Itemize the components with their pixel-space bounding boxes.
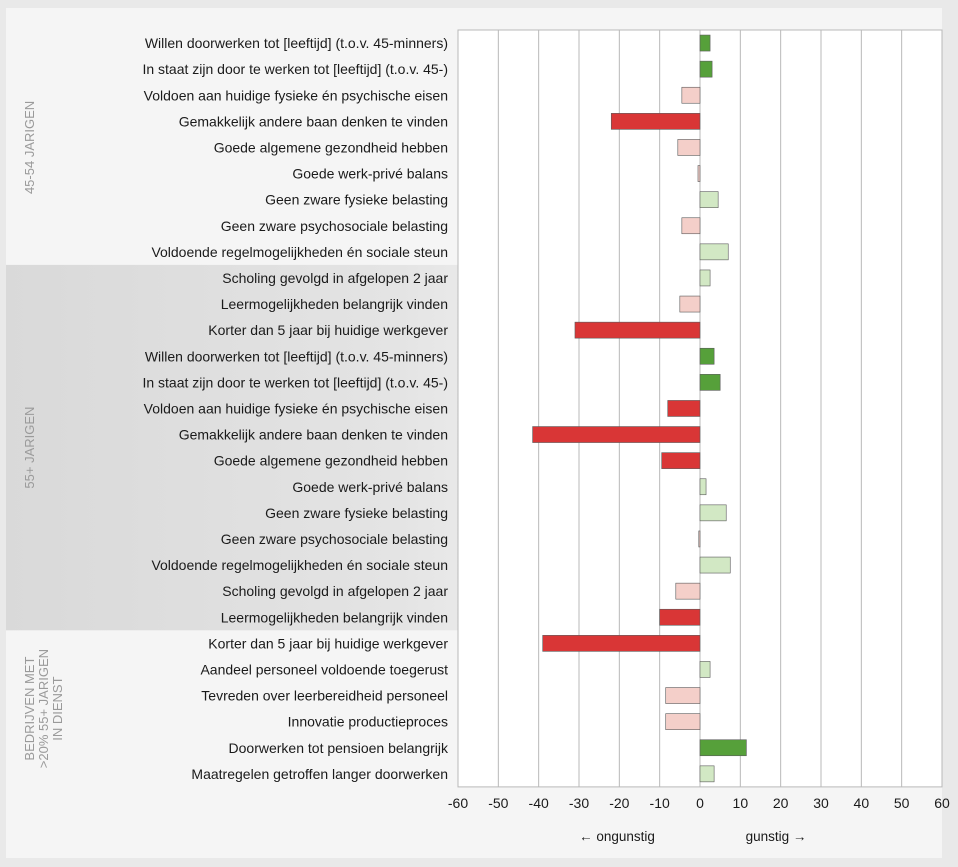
- category-label: Goede algemene gezondheid hebben: [214, 139, 448, 155]
- category-label: Aandeel personeel voldoende toegerust: [200, 661, 448, 677]
- bar: [699, 765, 715, 783]
- category-label: Goede werk-privé balans: [292, 166, 448, 182]
- x-tick-label: -50: [488, 795, 508, 811]
- category-label: Geen zware psychosociale belasting: [221, 531, 448, 547]
- group-label: 55+ JARIGEN: [22, 407, 37, 489]
- bar: [699, 347, 715, 365]
- x-tick-label: 50: [894, 795, 910, 811]
- bar: [699, 661, 711, 678]
- direction-label-positive: gunstig →: [746, 829, 807, 844]
- x-tick-label: 30: [813, 795, 829, 811]
- group-label: IN DIENST: [50, 676, 65, 740]
- bar: [699, 243, 729, 261]
- group-label: BEDRIJVEN MET: [22, 657, 37, 761]
- bar: [697, 165, 701, 182]
- category-label: Geen zware fysieke belasting: [265, 192, 448, 208]
- x-tick-label: 20: [773, 795, 789, 811]
- category-label: Gemakkelijk andere baan denken te vinden: [179, 427, 448, 443]
- bar: [679, 295, 701, 313]
- bar: [699, 60, 713, 78]
- bar: [610, 113, 701, 130]
- category-label: Voldoende regelmogelijkheden én sociale …: [151, 557, 448, 573]
- x-tick-label: -30: [569, 795, 589, 811]
- plot-border: [457, 29, 943, 788]
- category-label: Willen doorwerken tot [leeftijd] (t.o.v.…: [145, 348, 448, 364]
- bar: [698, 530, 701, 548]
- bar: [699, 504, 727, 522]
- bar: [675, 582, 701, 600]
- x-tick-label: -60: [448, 795, 468, 811]
- category-label: Innovatie productieproces: [288, 714, 448, 730]
- bar: [699, 34, 711, 52]
- direction-label-negative: ← ongunstig: [579, 829, 655, 844]
- category-label: Voldoen aan huidige fysieke én psychisch…: [144, 87, 448, 103]
- bar: [699, 478, 707, 496]
- bar: [574, 321, 701, 339]
- category-label: Leermogelijkheden belangrijk vinden: [221, 609, 448, 625]
- category-label: Leermogelijkheden belangrijk vinden: [221, 296, 448, 312]
- bar: [677, 139, 701, 156]
- group-label: 45-54 JARIGEN: [22, 101, 37, 194]
- category-label: Tevreden over leerbereidheid personeel: [201, 688, 448, 704]
- x-tick-label: -20: [609, 795, 629, 811]
- category-label: Voldoende regelmogelijkheden én sociale …: [151, 244, 448, 260]
- category-label: Goede algemene gezondheid hebben: [214, 453, 448, 469]
- bar: [659, 608, 701, 626]
- category-label: Voldoen aan huidige fysieke én psychisch…: [144, 400, 448, 416]
- x-tick-label: 40: [854, 795, 870, 811]
- bar: [699, 269, 711, 287]
- x-tick-label: 10: [733, 795, 749, 811]
- category-label: Geen zware psychosociale belasting: [221, 218, 448, 234]
- category-label: In staat zijn door te werken tot [leefti…: [142, 374, 448, 390]
- category-label: Korter dan 5 jaar bij huidige werkgever: [208, 635, 448, 651]
- category-label: Korter dan 5 jaar bij huidige werkgever: [208, 322, 448, 338]
- bar: [667, 400, 701, 417]
- bar: [661, 452, 701, 469]
- category-label: Goede werk-privé balans: [292, 479, 448, 495]
- category-label: Doorwerken tot pensioen belangrijk: [229, 740, 449, 756]
- bar: [665, 687, 701, 704]
- x-tick-label: 60: [934, 795, 950, 811]
- bar: [542, 635, 701, 652]
- category-label: In staat zijn door te werken tot [leefti…: [142, 61, 448, 77]
- bar: [699, 556, 731, 574]
- bar: [699, 739, 747, 757]
- category-label: Gemakkelijk andere baan denken te vinden: [179, 113, 448, 129]
- bar: [681, 86, 701, 104]
- category-label: Scholing gevolgd in afgelopen 2 jaar: [222, 583, 448, 599]
- category-label: Willen doorwerken tot [leeftijd] (t.o.v.…: [145, 35, 448, 51]
- category-label: Maatregelen getroffen langer doorwerken: [191, 766, 448, 782]
- bar: [699, 191, 719, 208]
- x-tick-label: -10: [650, 795, 670, 811]
- bar: [532, 426, 701, 443]
- bar: [699, 374, 721, 391]
- bar: [681, 217, 701, 235]
- group-label: >20% 55+ JARIGEN: [36, 649, 51, 768]
- bar: [665, 713, 701, 730]
- x-tick-label: -40: [529, 795, 549, 811]
- category-label: Scholing gevolgd in afgelopen 2 jaar: [222, 270, 448, 286]
- category-label: Geen zware fysieke belasting: [265, 505, 448, 521]
- x-tick-label: 0: [696, 795, 704, 811]
